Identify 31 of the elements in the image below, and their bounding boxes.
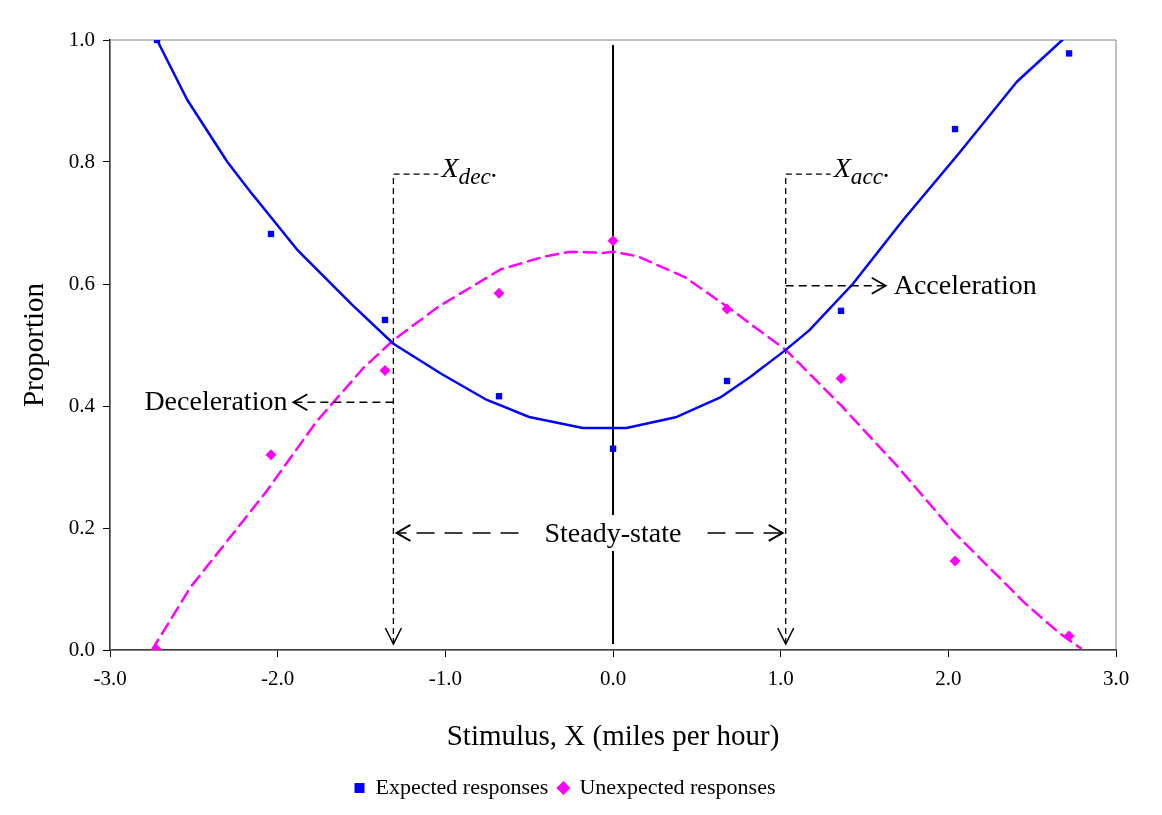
x-tick-label: 3.0 [1102, 666, 1130, 691]
y-tick-label: 0.6 [68, 270, 96, 295]
y-tick-label: 0.0 [68, 636, 96, 661]
x-tick-label: -1.0 [428, 666, 462, 691]
ref-line-label: X$_{dec}$. [441, 152, 498, 189]
x-tick-label: -2.0 [261, 666, 295, 691]
point [835, 373, 847, 385]
point [1065, 50, 1073, 57]
point [493, 287, 505, 299]
x-tick-label: 2.0 [935, 666, 962, 691]
legend-label: Expected responses [375, 773, 549, 799]
point [379, 365, 391, 377]
y-tick-label: 0.8 [68, 148, 96, 173]
point [607, 235, 619, 247]
x-tick-label: -3.0 [93, 666, 127, 691]
y-axis-title: Proportion [17, 282, 50, 408]
legend-label: Unexpected responses [579, 773, 776, 799]
y-tick-label: 0.4 [68, 392, 96, 417]
annotation: Deceleration [144, 385, 288, 417]
x-axis-title: Stimulus, X (miles per hour) [446, 719, 780, 753]
ref-line-label: X$_{acc}$. [833, 152, 891, 189]
point [1063, 630, 1075, 642]
annotation: Steady-state [538, 514, 688, 551]
annotation: Acceleration [893, 268, 1037, 300]
y-tick-label: 1.0 [68, 26, 96, 51]
point [265, 449, 277, 461]
x-tick-label: 1.0 [767, 666, 794, 691]
y-tick-label: 0.2 [68, 514, 96, 539]
point [721, 303, 733, 315]
point [949, 555, 961, 567]
x-tick-label: 0.0 [599, 666, 627, 691]
